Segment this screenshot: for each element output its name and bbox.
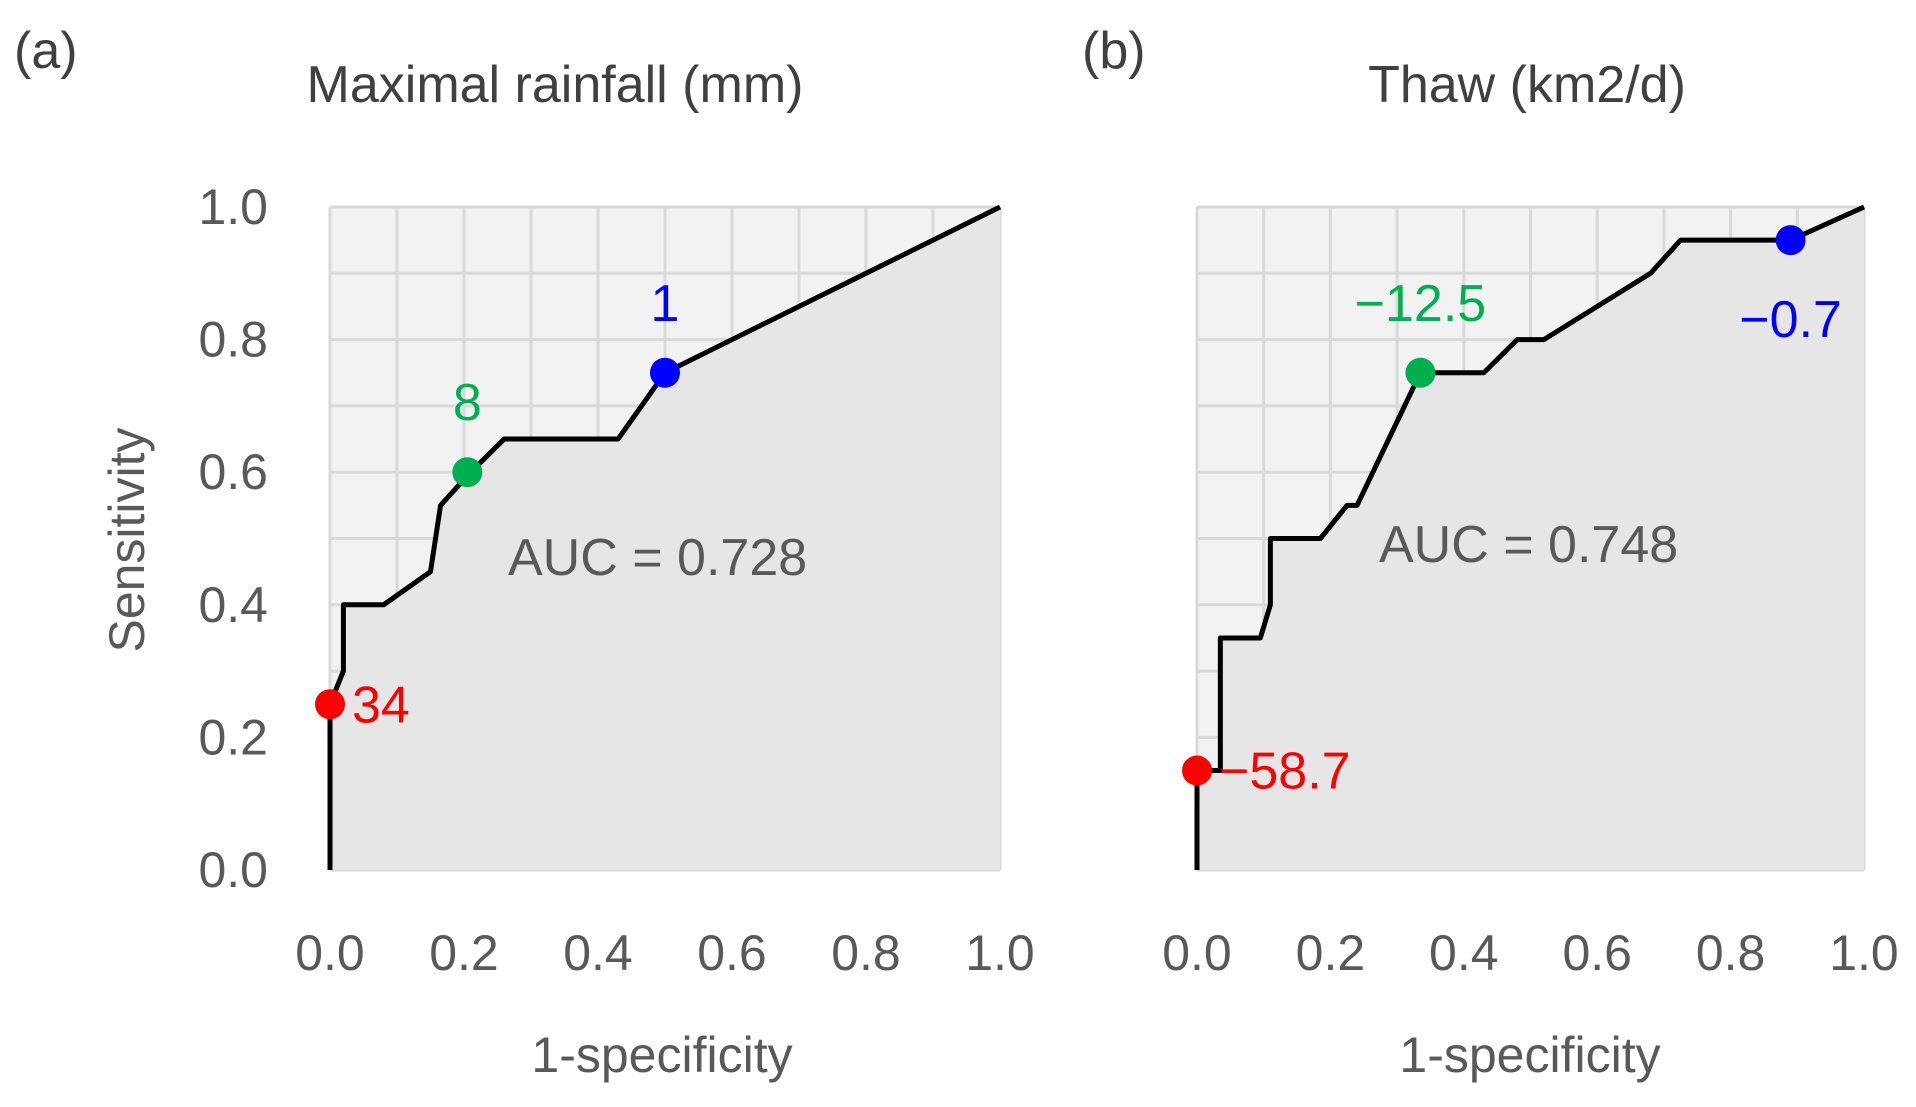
chart-title-a: Maximal rainfall (mm) bbox=[307, 56, 804, 114]
threshold-label: 34 bbox=[352, 676, 410, 734]
y-tick-label: 0.4 bbox=[198, 577, 268, 633]
chart-title-b: Thaw (km2/d) bbox=[1368, 56, 1686, 114]
x-tick-label: 0.0 bbox=[295, 925, 365, 981]
x-tick-label: 1.0 bbox=[965, 925, 1035, 981]
plot-area-b: 0.0 0.2 0.4 0.6 0.8 1.0 −58.7 −12.5 −0.7 bbox=[1162, 204, 1899, 981]
x-tick-label: 0.2 bbox=[429, 925, 499, 981]
threshold-point bbox=[452, 457, 483, 488]
threshold-label: −58.7 bbox=[1219, 743, 1351, 801]
y-tick-label: 0.8 bbox=[198, 312, 268, 368]
threshold-label: 1 bbox=[651, 275, 680, 333]
y-tick-label: 0.2 bbox=[198, 709, 268, 765]
x-tick-label: 0.0 bbox=[1162, 925, 1232, 981]
x-tick-label: 0.6 bbox=[1562, 925, 1632, 981]
x-axis-title-a: 1-specificity bbox=[531, 1027, 792, 1083]
panel-label-a: (a) bbox=[14, 22, 78, 80]
threshold-point bbox=[1775, 225, 1806, 256]
x-tick-label: 0.6 bbox=[697, 925, 767, 981]
threshold-point bbox=[1182, 755, 1212, 786]
y-axis-title-a: Sensitivity bbox=[99, 427, 155, 652]
threshold-label: 8 bbox=[453, 374, 482, 432]
y-tick-label: 0.6 bbox=[198, 444, 268, 500]
panel-label-b: (b) bbox=[1082, 22, 1146, 80]
threshold-label: −0.7 bbox=[1739, 291, 1842, 349]
threshold-label: −12.5 bbox=[1355, 275, 1487, 333]
x-tick-label: 0.8 bbox=[831, 925, 901, 981]
x-tick-label: 0.8 bbox=[1696, 925, 1766, 981]
roc-curve-a bbox=[327, 204, 1002, 870]
x-tick-label: 0.4 bbox=[563, 925, 633, 981]
panel-a: (a) Maximal rainfall (mm) 0.00.20.40.60.… bbox=[14, 22, 1035, 1083]
auc-area-b bbox=[1197, 207, 1864, 870]
auc-area-a bbox=[330, 207, 1000, 870]
threshold-point bbox=[1405, 357, 1436, 388]
threshold-point bbox=[315, 689, 345, 720]
x-axis-title-b: 1-specificity bbox=[1399, 1027, 1660, 1083]
auc-annotation-a: AUC = 0.728 bbox=[508, 529, 807, 587]
panel-b: (b) Thaw (km2/d) 0.0 0.2 0.4 0.6 0.8 1.0 −58.7… bbox=[1082, 22, 1899, 1083]
auc-annotation-b: AUC = 0.748 bbox=[1379, 516, 1678, 574]
x-tick-label: 1.0 bbox=[1829, 925, 1899, 981]
threshold-point bbox=[650, 357, 680, 388]
x-tick-label: 0.4 bbox=[1429, 925, 1499, 981]
plot-area-a: 0.0 0.2 0.4 0.6 0.8 1.0 0.0 0.2 0.4 0.6 0.8 1.0 34 8 1 bbox=[198, 179, 1034, 981]
roc-curve-b bbox=[1194, 204, 1866, 870]
x-tick-label: 0.2 bbox=[1296, 925, 1366, 981]
y-tick-label: 0.0 bbox=[198, 842, 268, 898]
y-tick-label: 1.0 bbox=[198, 179, 268, 235]
